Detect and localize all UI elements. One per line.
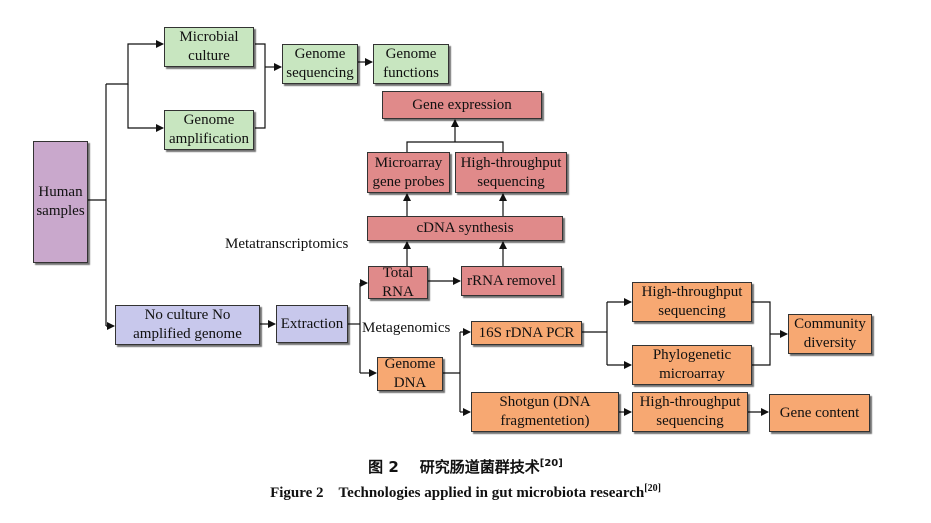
pcr-16s-label: 16S rDNA PCR [478,324,575,341]
caption-cn-ref: [20] [539,458,563,469]
pcr-16s-box: 16S rDNA PCR [471,321,582,345]
microarray-gene-probes-box: Microarray gene probes [367,152,450,193]
ht-sequencing-rna-box: High-throughput sequencing [455,152,567,193]
metatranscriptomics-label: Metatranscriptomics [225,236,349,252]
caption-chinese: 图 2 研究肠道菌群技术[20] [0,456,931,477]
rrna-removal-box: rRNA removel [461,266,562,296]
caption-en-ref: [20] [644,483,661,494]
genome-dna-box: Genome DNA [377,356,443,391]
phylogenetic-microarray-label: Phylogenetic microarray [652,347,732,382]
gene-content-box: Gene content [769,394,870,432]
rrna-removal-label: rRNA removel [467,272,556,289]
total-rna-label: Total RNA [382,264,414,300]
microbial-culture-box: Microbial culture [164,27,254,67]
genome-sequencing-label: Genome sequencing [286,46,354,81]
human-samples-label: Human samples [36,184,85,219]
ht-sequencing-shotgun-label: High-throughput sequencing [639,394,741,429]
gene-content-label: Gene content [779,404,860,421]
gene-expression-label: Gene expression [412,96,512,113]
community-diversity-box: Community diversity [788,314,872,354]
genome-functions-label: Genome functions [383,46,439,81]
cdna-synthesis-box: cDNA synthesis [367,216,563,241]
caption-en-text: Technologies applied in gut microbiota r… [338,485,645,501]
extraction-label: Extraction [280,315,344,332]
ht-sequencing-16s-label: High-throughput sequencing [641,284,743,319]
genome-amplification-box: Genome amplification [164,110,254,150]
shotgun-label: Shotgun (DNA fragmentetion) [499,394,591,429]
caption-cn-prefix: 图 2 [368,458,399,476]
extraction-box: Extraction [276,305,348,343]
gene-expression-box: Gene expression [382,91,542,119]
ht-sequencing-rna-label: High-throughput sequencing [460,154,562,190]
caption-en-prefix: Figure 2 [270,485,324,501]
metagenomics-label: Metagenomics [362,320,451,336]
microbial-culture-label: Microbial culture [179,29,239,64]
caption-cn-text: 研究肠道菌群技术 [419,458,540,476]
community-diversity-label: Community diversity [794,316,866,351]
no-culture-label: No culture No amplified genome [133,307,242,342]
human-samples-box: Human samples [33,141,88,263]
phylogenetic-microarray-box: Phylogenetic microarray [632,345,752,385]
ht-sequencing-16s-box: High-throughput sequencing [632,282,752,322]
microarray-gene-probes-label: Microarray gene probes [372,154,445,190]
genome-sequencing-box: Genome sequencing [282,44,358,84]
shotgun-box: Shotgun (DNA fragmentetion) [471,392,619,432]
caption-english: Figure 2 Technologies applied in gut mic… [0,483,931,502]
ht-sequencing-shotgun-box: High-throughput sequencing [632,392,748,432]
genome-functions-box: Genome functions [373,44,449,84]
cdna-synthesis-label: cDNA synthesis [416,220,514,236]
genome-dna-label: Genome DNA [384,356,436,391]
total-rna-box: Total RNA [368,264,428,300]
genome-amplification-label: Genome amplification [169,112,249,147]
no-culture-box: No culture No amplified genome [115,305,260,345]
